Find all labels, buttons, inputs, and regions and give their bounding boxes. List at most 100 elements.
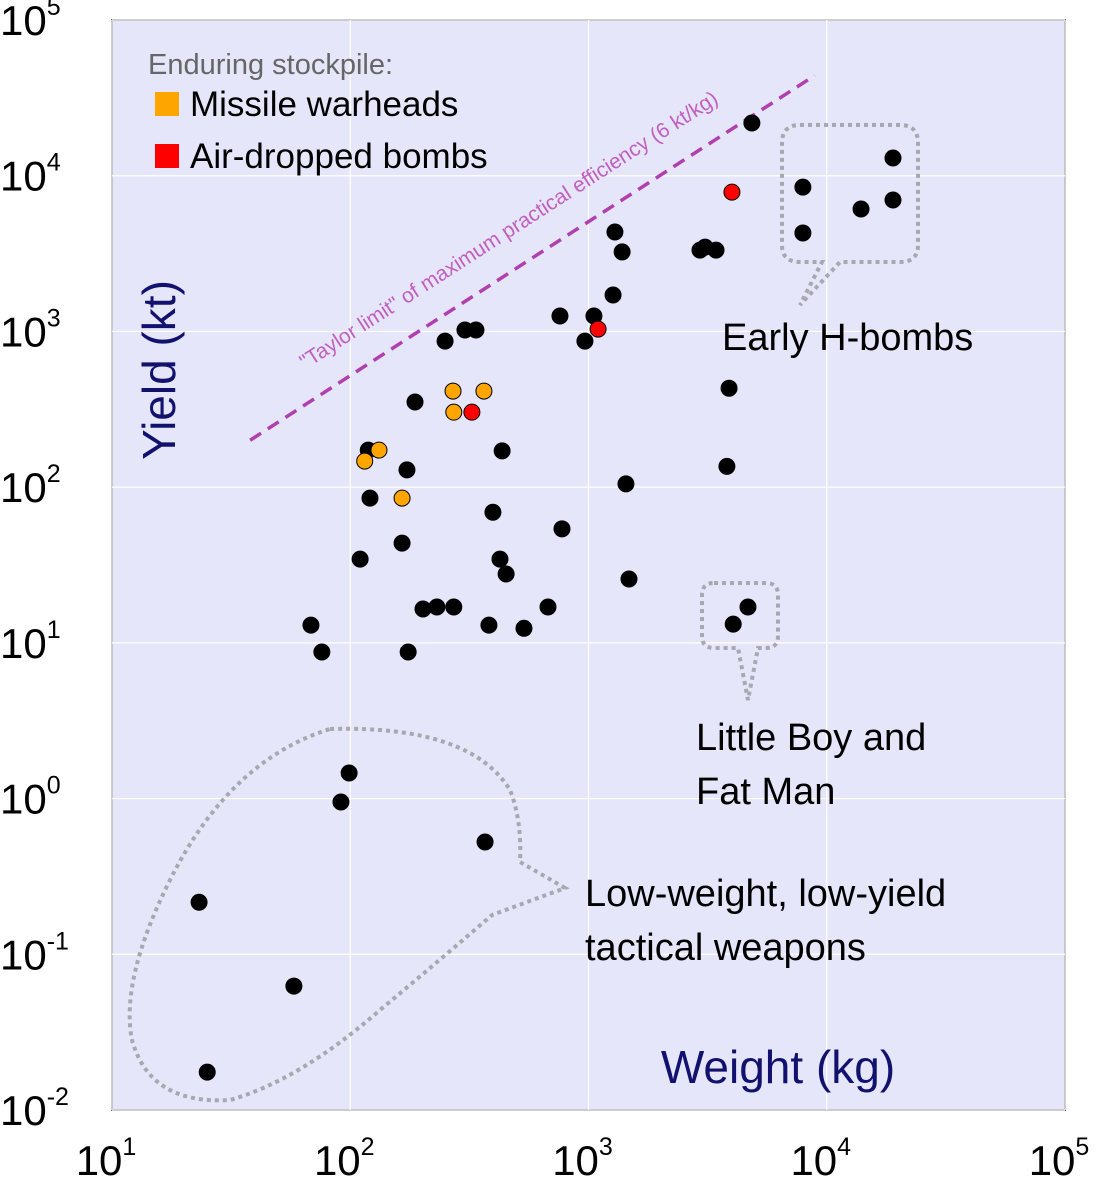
tick-exponent: 1	[122, 1133, 136, 1161]
annotation: Fat Man	[696, 771, 835, 813]
point	[576, 332, 594, 350]
tick-label: 105	[0, 0, 61, 44]
tick-label: 101	[0, 616, 61, 667]
point	[606, 223, 624, 241]
point	[370, 441, 388, 459]
tick-exponent: -2	[47, 1083, 69, 1111]
x-axis-label: Weight (kg)	[661, 1041, 895, 1093]
point	[480, 616, 498, 634]
point	[399, 643, 417, 661]
tick-label: 104	[790, 1133, 851, 1178]
tick-exponent: 0	[47, 772, 61, 800]
annotation: tactical weapons	[585, 927, 866, 969]
point	[491, 550, 509, 568]
point	[739, 598, 757, 616]
point	[351, 550, 369, 568]
tick-base: 10	[0, 620, 47, 667]
tick-base: 10	[0, 1087, 47, 1134]
point	[794, 224, 812, 242]
point	[340, 764, 358, 782]
tick-base: 10	[1029, 1137, 1076, 1178]
point	[361, 489, 379, 507]
y-axis-label: Yield (kt)	[133, 280, 185, 460]
point	[428, 598, 446, 616]
legend-swatch	[155, 144, 179, 168]
tick-exponent: 3	[47, 304, 61, 332]
point	[852, 200, 870, 218]
callout-little-boy	[700, 581, 780, 701]
point	[484, 503, 502, 521]
point	[493, 442, 511, 460]
tick-exponent: 4	[837, 1133, 851, 1161]
annotation: Low-weight, low-yield	[585, 873, 946, 915]
tick-base: 10	[0, 776, 47, 823]
point	[285, 977, 303, 995]
callout-tactical	[127, 726, 570, 1103]
legend-title: Enduring stockpile:	[148, 49, 393, 81]
point	[190, 893, 208, 911]
tick-label: 10-1	[0, 927, 69, 978]
point	[393, 489, 411, 507]
tick-exponent: 4	[47, 149, 61, 177]
point	[539, 598, 557, 616]
point	[198, 1063, 216, 1081]
tick-label: 102	[0, 460, 61, 511]
annotation: Little Boy and	[696, 717, 926, 759]
annotation: Early H-bombs	[722, 317, 973, 359]
tick-exponent: 2	[361, 1133, 375, 1161]
tick-exponent: 5	[47, 0, 61, 21]
point	[884, 191, 902, 209]
point	[553, 520, 571, 538]
point	[720, 379, 738, 397]
point	[718, 457, 736, 475]
point	[313, 643, 331, 661]
point	[707, 241, 725, 259]
tick-label: 100	[0, 772, 61, 823]
point	[515, 619, 533, 637]
tick-exponent: 1	[47, 616, 61, 644]
tick-base: 10	[0, 464, 47, 511]
tick-exponent: -1	[47, 927, 69, 955]
tick-label: 103	[552, 1133, 613, 1178]
point	[723, 183, 741, 201]
point	[414, 600, 432, 618]
legend-swatch	[155, 92, 179, 116]
tick-exponent: 2	[47, 460, 61, 488]
point	[794, 178, 812, 196]
point	[476, 833, 494, 851]
tick-label: 101	[76, 1133, 137, 1178]
point	[356, 452, 374, 470]
tick-base: 10	[0, 0, 47, 44]
tick-base: 10	[790, 1137, 837, 1178]
legend-label: Air-dropped bombs	[190, 137, 488, 176]
point	[475, 382, 493, 400]
tick-label: 102	[314, 1133, 375, 1178]
point	[620, 570, 638, 588]
point	[436, 332, 454, 350]
callout-h-bombs	[780, 123, 920, 307]
tick-base: 10	[0, 931, 47, 978]
tick-base: 10	[76, 1137, 123, 1178]
point	[467, 321, 485, 339]
legend-label: Missile warheads	[190, 85, 458, 124]
point	[604, 286, 622, 304]
point	[613, 243, 631, 261]
point	[393, 534, 411, 552]
point	[406, 393, 424, 411]
point	[497, 565, 515, 583]
point	[743, 114, 761, 132]
tick-label: 104	[0, 149, 61, 200]
point	[332, 793, 350, 811]
reference-line	[249, 74, 816, 442]
point	[398, 461, 416, 479]
tick-base: 10	[0, 308, 47, 355]
point	[617, 475, 635, 493]
tick-base: 10	[552, 1137, 599, 1178]
tick-exponent: 5	[1075, 1133, 1089, 1161]
grid	[111, 19, 1066, 1111]
tick-base: 10	[314, 1137, 361, 1178]
point	[445, 598, 463, 616]
point	[444, 382, 462, 400]
tick-label: 103	[0, 304, 61, 355]
